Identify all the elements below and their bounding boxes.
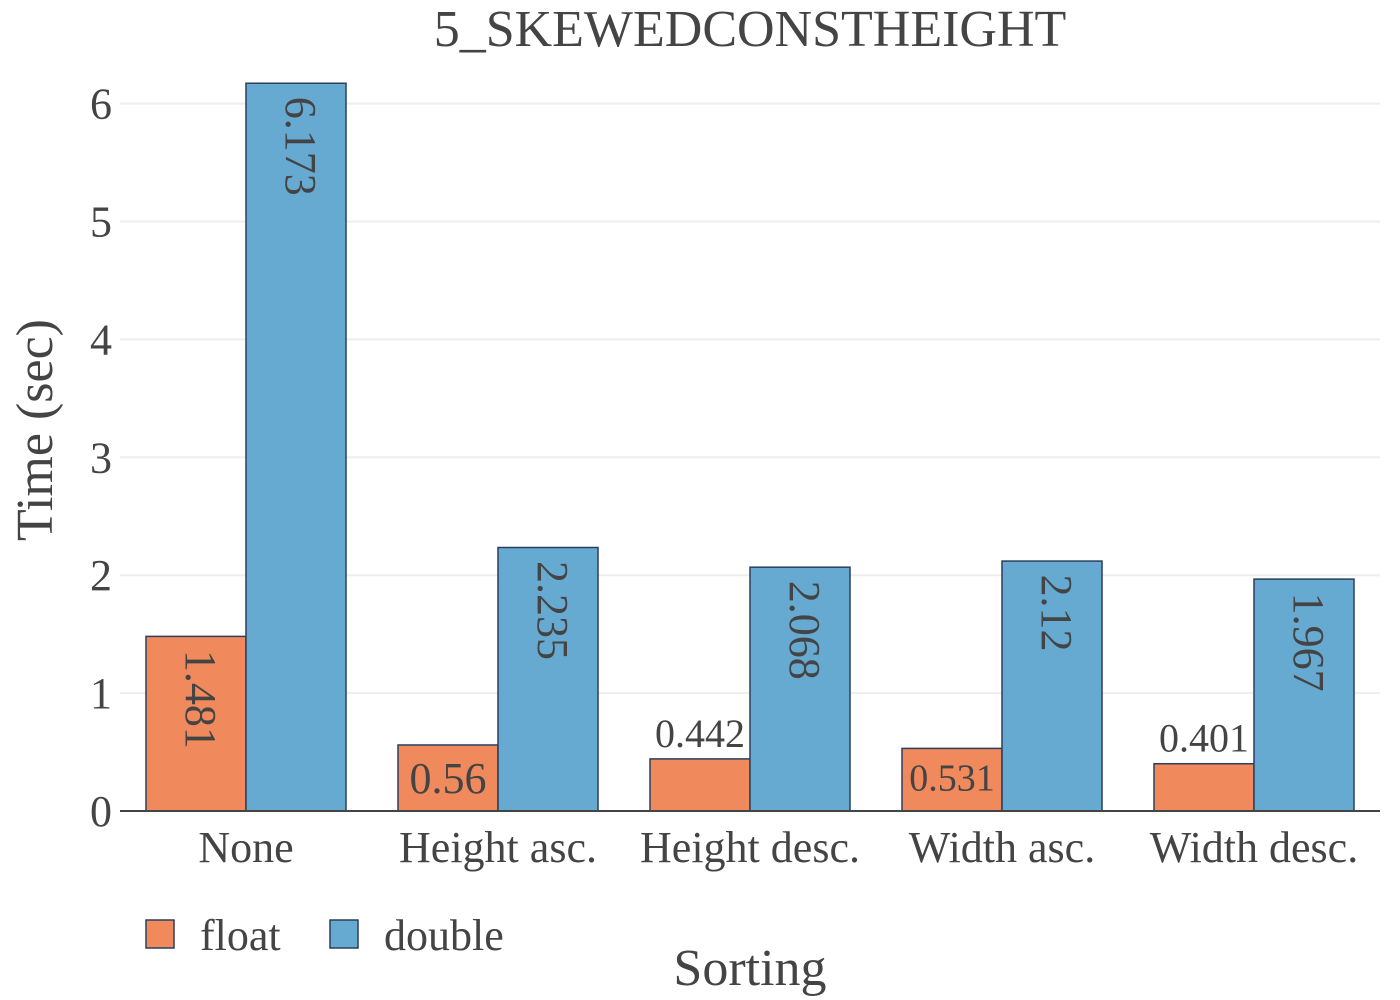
bar-double [1253,578,1355,812]
bar-double [749,566,851,812]
bar-value-label: 0.56 [410,754,487,803]
legend-label-float: float [200,911,281,960]
y-tick-label: 3 [90,433,112,482]
bar-double [1001,560,1103,812]
bar-value-label: 2.12 [1032,575,1081,652]
bar-float [649,758,751,812]
y-tick-label: 6 [90,80,112,129]
bar-value-label: 2.235 [528,561,577,660]
bar-double [245,82,347,812]
bar-double [497,546,599,812]
x-axis-title: Sorting [673,940,826,997]
chart-title: 5_SKEWEDCONSTHEIGHT [434,1,1067,58]
legend: float double [145,911,504,960]
bar-value-label: 1.481 [176,650,225,749]
bars [145,82,1355,812]
y-tick-label: 4 [90,315,112,364]
y-tick-label: 1 [90,669,112,718]
bar-value-label: 0.401 [1159,716,1249,761]
bar-value-label: 0.531 [909,757,995,799]
x-tick-label: None [198,823,293,872]
bar-labels: 1.481 6.173 0.56 2.235 0.442 2.068 0.531 2.12 0.… [176,97,1333,803]
bar-value-label: 1.967 [1284,593,1333,692]
x-tick-label: Height asc. [399,823,597,872]
legend-swatch-float [145,919,175,949]
legend-label-double: double [384,911,504,960]
bar-value-label: 2.068 [780,581,829,680]
y-tick-label: 2 [90,551,112,600]
legend-swatch-double [329,919,359,949]
bar-value-label: 0.442 [655,711,745,756]
bar-float [901,747,1003,812]
y-axis-title: Time (sec) [7,319,64,541]
y-axis-ticks: 0 1 2 3 4 5 6 [90,80,112,836]
x-tick-label: Width asc. [909,823,1095,872]
x-tick-label: Height desc. [640,823,860,872]
bar-value-label: 6.173 [276,97,325,196]
bar-float [1153,762,1255,812]
x-tick-label: Width desc. [1150,823,1358,872]
x-axis-ticks: None Height asc. Height desc. Width asc. Wid… [198,823,1358,872]
y-tick-label: 5 [90,198,112,247]
y-tick-label: 0 [90,787,112,836]
